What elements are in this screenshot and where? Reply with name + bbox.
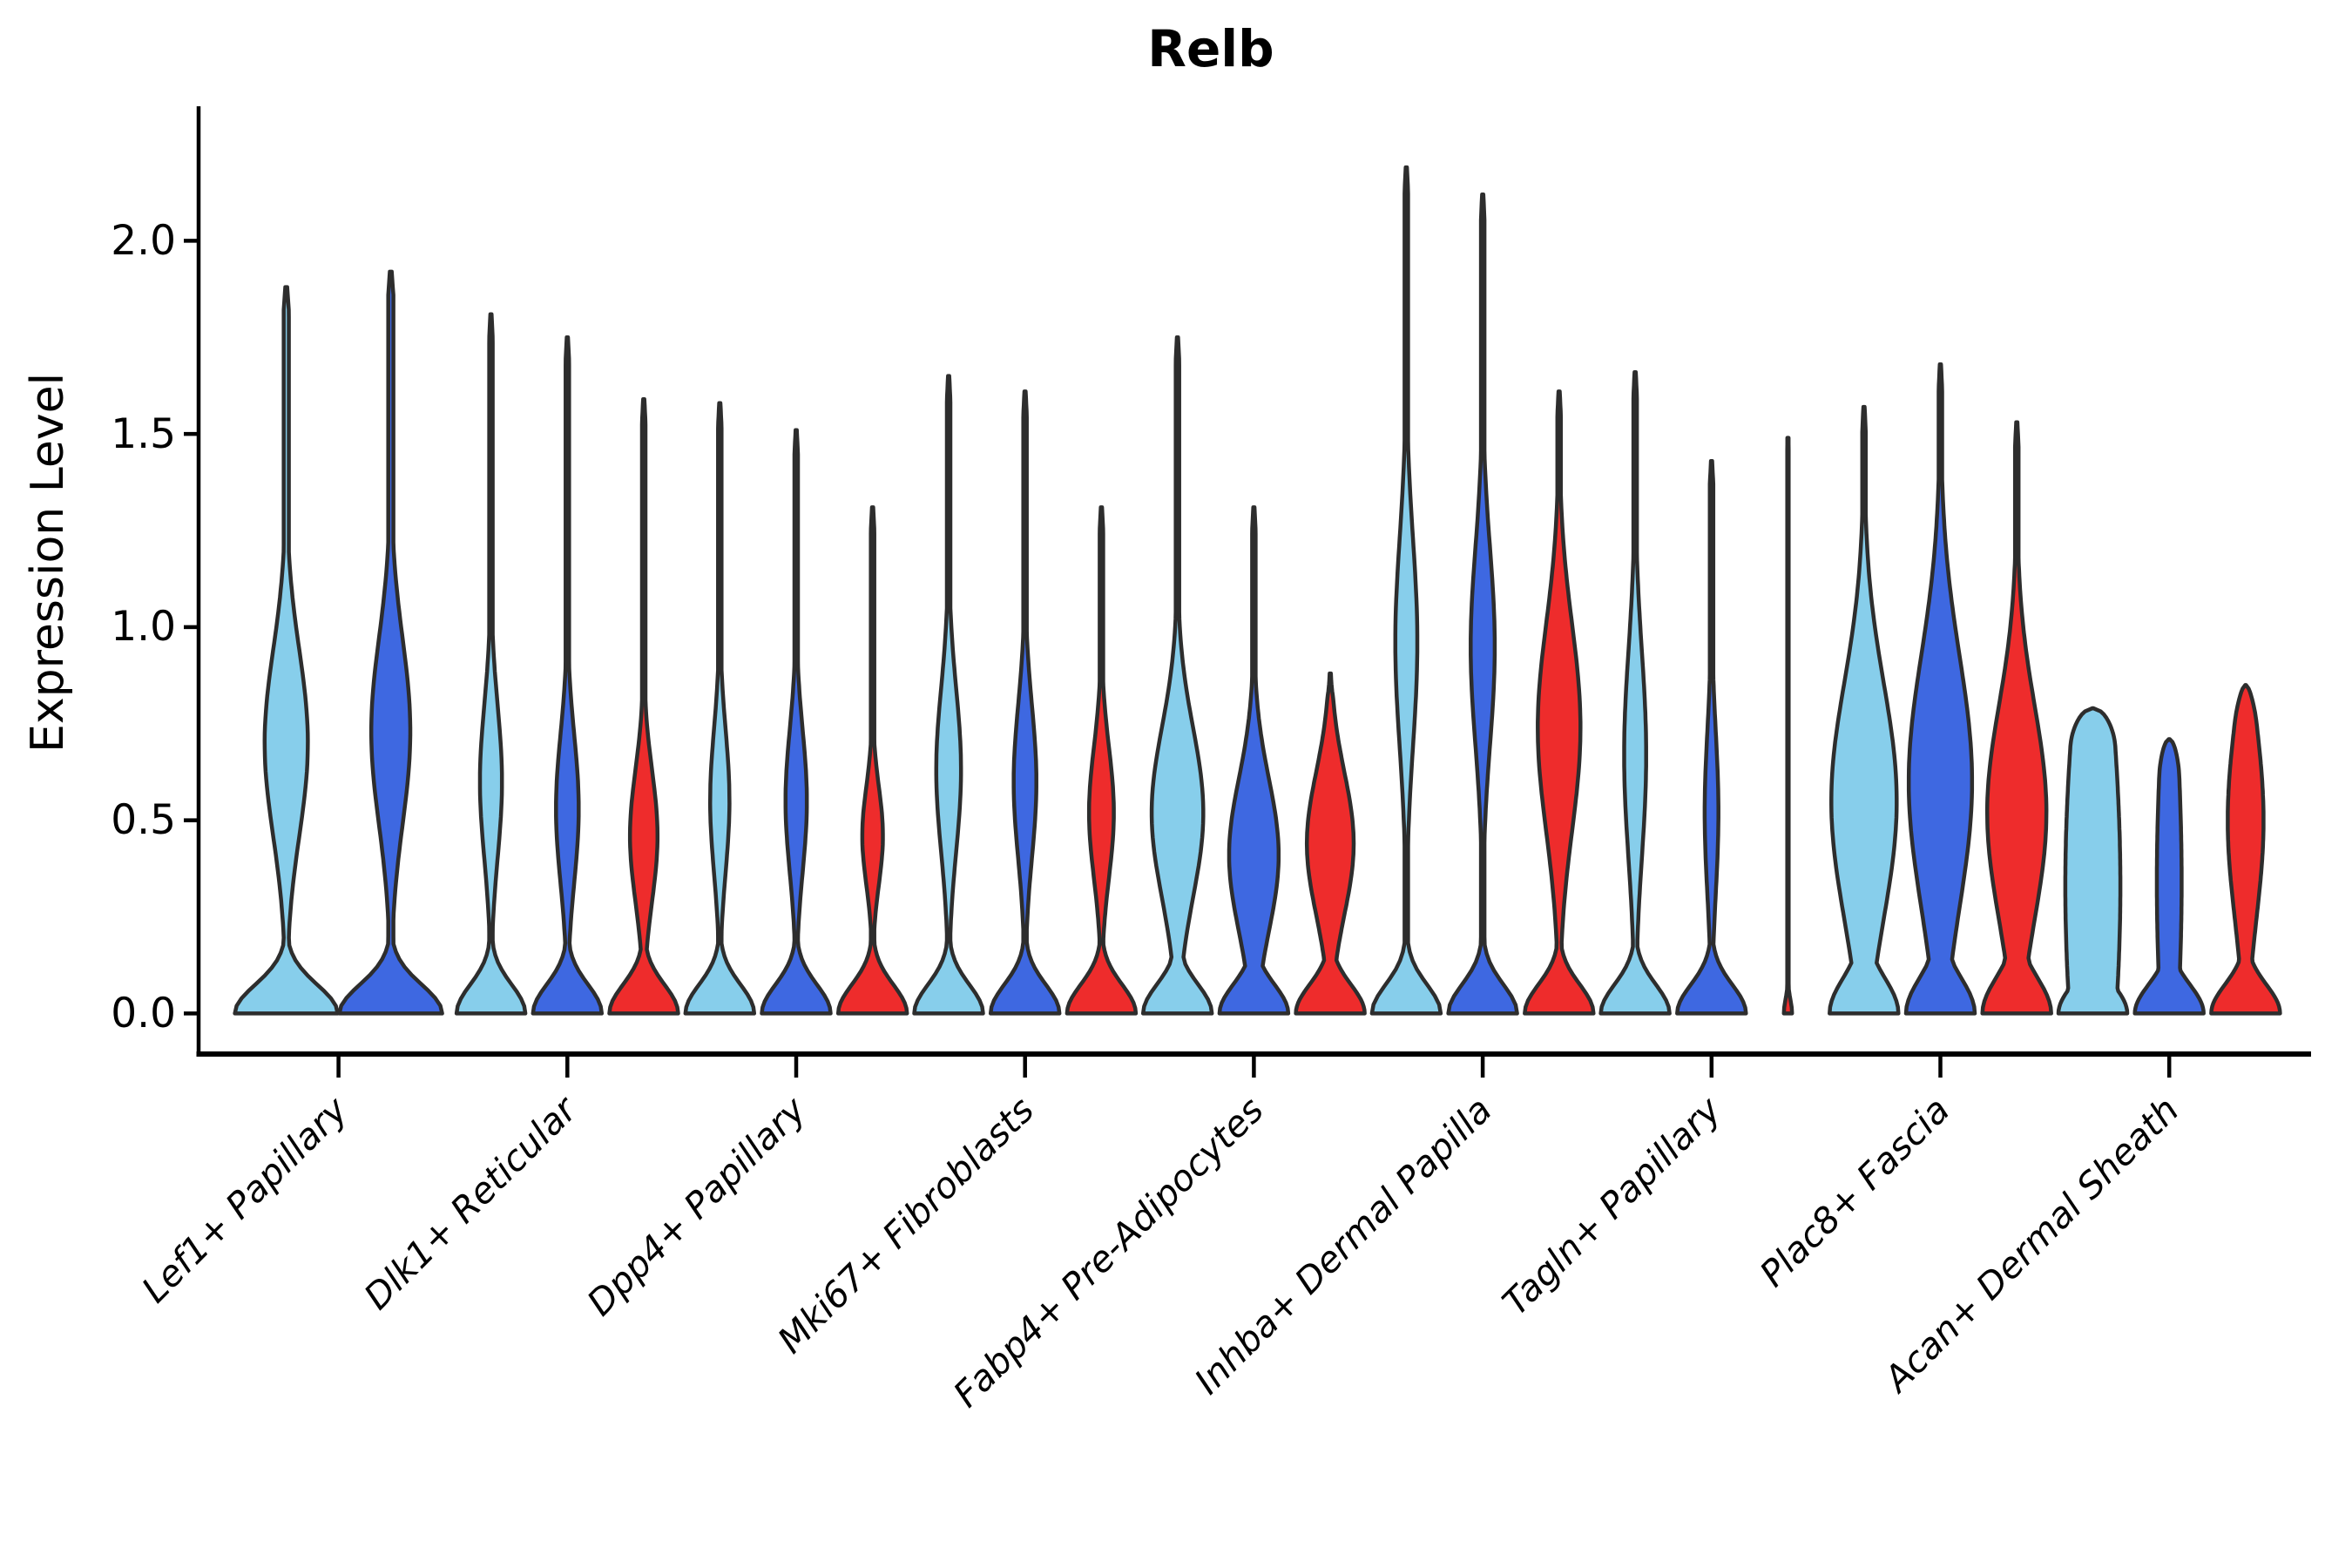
- violin-2-3: [607, 396, 680, 1016]
- violin-8-1: [1828, 404, 1901, 1016]
- violin-6-2: [1446, 192, 1519, 1016]
- violin-5-2: [1217, 505, 1291, 1016]
- violin-7-1: [1598, 369, 1672, 1016]
- violin-2-2: [531, 335, 605, 1016]
- violin-8-3: [1980, 420, 2053, 1016]
- violin-4-2: [988, 389, 1062, 1016]
- violin-5-1: [1140, 335, 1214, 1016]
- chart-title: Relb: [1147, 19, 1274, 78]
- y-axis-label: Expression Level: [22, 372, 74, 754]
- y-tick-label: 1.0: [111, 603, 176, 652]
- violin-5-3: [1294, 671, 1367, 1016]
- violin-9-2: [2132, 737, 2206, 1016]
- violin-6-3: [1523, 389, 1596, 1016]
- violin-4-1: [912, 374, 985, 1016]
- y-tick-label: 2.0: [111, 216, 176, 265]
- violin-6-1: [1369, 165, 1443, 1016]
- violin-2-1: [454, 312, 528, 1016]
- violin-1-2: [337, 269, 444, 1016]
- violin-3-3: [835, 505, 909, 1016]
- violin-4-3: [1064, 505, 1139, 1016]
- violin-9-3: [2209, 683, 2282, 1016]
- y-tick-label: 1.5: [111, 409, 176, 458]
- y-tick-label: 0.5: [111, 796, 176, 845]
- violin-3-1: [683, 401, 757, 1016]
- violin-1-1: [233, 285, 340, 1016]
- violin-9-1: [2056, 706, 2130, 1016]
- violin-7-3: [1781, 436, 1794, 1016]
- violin-8-2: [1903, 362, 1977, 1016]
- violin-3-2: [760, 428, 833, 1016]
- violin-7-2: [1675, 458, 1748, 1016]
- y-tick-label: 0.0: [111, 989, 176, 1037]
